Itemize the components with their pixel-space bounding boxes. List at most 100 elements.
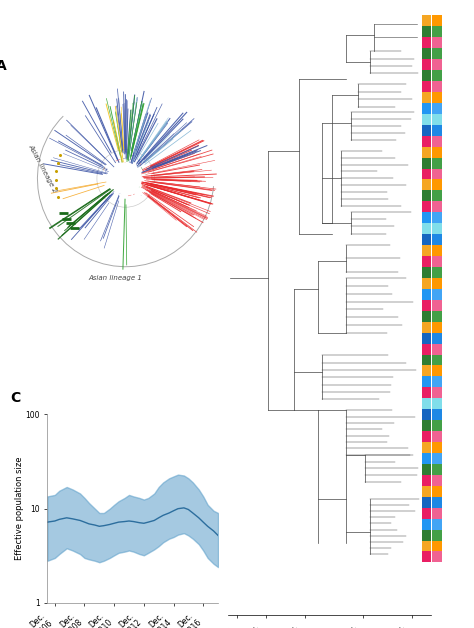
Text: Asian lineage 1: Asian lineage 1 bbox=[89, 274, 143, 281]
Bar bbox=[422, 442, 431, 453]
Bar bbox=[432, 202, 441, 212]
Bar bbox=[432, 475, 441, 486]
Bar bbox=[422, 168, 431, 180]
Bar bbox=[422, 376, 431, 387]
Bar bbox=[432, 376, 441, 387]
Bar bbox=[422, 431, 431, 442]
Bar bbox=[432, 136, 441, 146]
Bar bbox=[432, 267, 441, 278]
Bar bbox=[422, 234, 431, 245]
Bar bbox=[432, 322, 441, 333]
Bar bbox=[432, 158, 441, 168]
Bar bbox=[432, 26, 441, 37]
Bar bbox=[432, 497, 441, 507]
Text: B: B bbox=[246, 0, 257, 1]
Bar bbox=[422, 464, 431, 475]
Bar bbox=[422, 278, 431, 289]
Bar bbox=[432, 59, 441, 70]
Bar bbox=[422, 409, 431, 420]
Bar bbox=[422, 70, 431, 81]
Bar bbox=[422, 202, 431, 212]
Bar bbox=[422, 453, 431, 464]
Bar bbox=[432, 344, 441, 355]
Bar bbox=[432, 103, 441, 114]
Bar bbox=[432, 125, 441, 136]
Bar bbox=[422, 146, 431, 158]
Bar bbox=[422, 311, 431, 322]
Bar bbox=[422, 344, 431, 355]
Bar bbox=[432, 190, 441, 202]
Bar bbox=[422, 114, 431, 125]
Bar bbox=[432, 507, 441, 519]
Bar bbox=[432, 212, 441, 223]
Bar bbox=[432, 81, 441, 92]
Bar bbox=[422, 59, 431, 70]
Bar bbox=[432, 223, 441, 234]
Bar bbox=[432, 92, 441, 103]
Bar bbox=[422, 519, 431, 529]
Bar bbox=[422, 551, 431, 563]
Bar bbox=[432, 168, 441, 180]
Bar bbox=[432, 529, 441, 541]
Bar bbox=[422, 26, 431, 37]
Bar bbox=[432, 453, 441, 464]
Bar bbox=[432, 333, 441, 344]
Bar bbox=[422, 486, 431, 497]
Bar bbox=[422, 125, 431, 136]
Bar bbox=[422, 180, 431, 190]
Bar bbox=[422, 289, 431, 300]
Y-axis label: Effective population size: Effective population size bbox=[15, 457, 24, 560]
Bar bbox=[422, 103, 431, 114]
Bar bbox=[432, 519, 441, 529]
Bar bbox=[432, 289, 441, 300]
Bar bbox=[422, 541, 431, 551]
Bar bbox=[432, 355, 441, 365]
Bar bbox=[432, 180, 441, 190]
Bar bbox=[432, 70, 441, 81]
Bar bbox=[422, 81, 431, 92]
Bar bbox=[422, 223, 431, 234]
Bar bbox=[432, 114, 441, 125]
Bar bbox=[422, 158, 431, 168]
Bar bbox=[432, 409, 441, 420]
Text: C: C bbox=[10, 391, 20, 405]
Bar bbox=[432, 486, 441, 497]
Bar bbox=[422, 475, 431, 486]
Bar bbox=[422, 48, 431, 59]
Bar bbox=[422, 92, 431, 103]
Bar bbox=[432, 541, 441, 551]
Bar bbox=[422, 15, 431, 26]
Bar bbox=[432, 420, 441, 431]
Bar bbox=[432, 311, 441, 322]
Bar bbox=[432, 278, 441, 289]
Bar bbox=[422, 507, 431, 519]
Bar bbox=[422, 212, 431, 223]
Bar bbox=[422, 365, 431, 376]
Bar bbox=[422, 300, 431, 311]
Bar bbox=[432, 146, 441, 158]
Bar bbox=[432, 442, 441, 453]
Bar bbox=[422, 136, 431, 146]
Bar bbox=[422, 245, 431, 256]
Bar bbox=[432, 551, 441, 563]
Bar bbox=[432, 48, 441, 59]
Bar bbox=[422, 398, 431, 409]
Bar bbox=[422, 420, 431, 431]
Bar bbox=[422, 256, 431, 267]
Bar bbox=[422, 387, 431, 398]
Bar bbox=[422, 529, 431, 541]
Bar bbox=[432, 365, 441, 376]
Bar bbox=[432, 245, 441, 256]
Circle shape bbox=[110, 163, 141, 194]
Text: A: A bbox=[0, 59, 7, 73]
Bar bbox=[432, 300, 441, 311]
Bar bbox=[422, 333, 431, 344]
Bar bbox=[422, 267, 431, 278]
Bar bbox=[422, 37, 431, 48]
Bar bbox=[432, 234, 441, 245]
Bar bbox=[432, 398, 441, 409]
Bar bbox=[432, 256, 441, 267]
Bar bbox=[422, 355, 431, 365]
Bar bbox=[422, 322, 431, 333]
Bar bbox=[432, 387, 441, 398]
